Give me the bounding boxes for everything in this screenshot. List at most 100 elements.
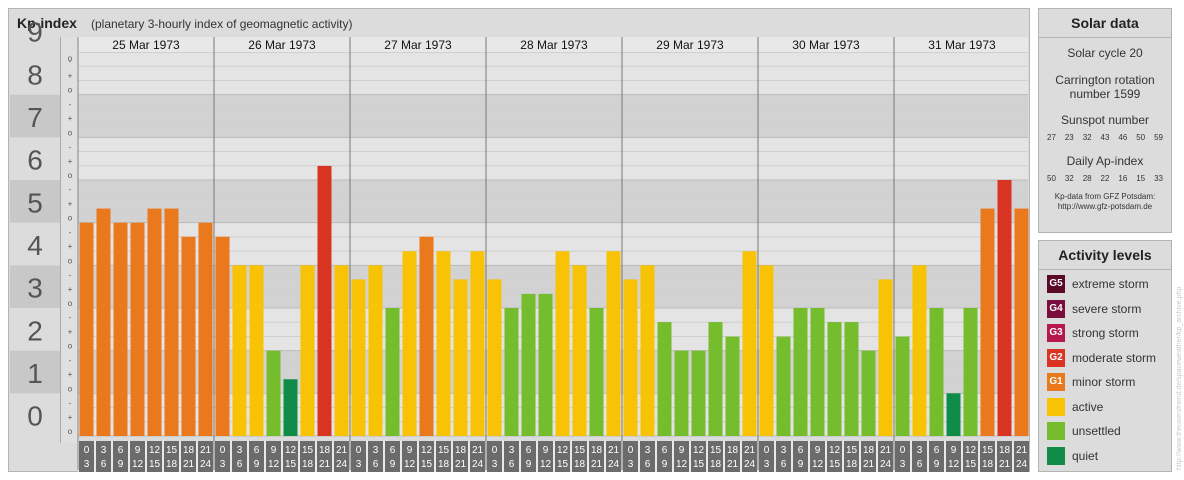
source-note-line2: http://www.gfz-potsdam.de [1057, 202, 1153, 211]
interval-label-bottom: 24 [744, 459, 756, 470]
y-band-label-bg [10, 265, 60, 308]
minor-tick-column [61, 37, 77, 443]
legend-swatch: G4 [1047, 299, 1065, 318]
day-label: 30 Mar 1973 [792, 38, 860, 52]
interval-label-top: 21 [744, 445, 756, 456]
kp-bar [674, 350, 689, 436]
activity-levels-panel: Activity levels G5 extreme storm G4 severe … [1038, 240, 1172, 472]
solar-data-header: Solar data [1039, 9, 1171, 38]
ap-value-3: 22 [1100, 174, 1110, 183]
interval-label-top: 18 [455, 445, 467, 456]
interval-label-bottom: 18 [846, 459, 858, 470]
kp-bar [844, 322, 859, 436]
interval-label-bottom: 12 [540, 459, 552, 470]
y-band-label-bg [10, 308, 60, 351]
carrington-rotation-line1: Carrington rotation [1055, 73, 1155, 87]
interval-label-top: 15 [710, 445, 722, 456]
kp-bar [895, 336, 910, 436]
kp-bar [963, 308, 978, 436]
carrington-rotation-line2: number 1599 [1069, 87, 1141, 101]
kp-bar [606, 251, 621, 436]
kp-bar [351, 279, 366, 436]
legend-item-unsettled: unsettled [1039, 419, 1171, 444]
interval-label-bottom: 9 [798, 459, 804, 470]
interval-label-top: 6 [934, 445, 940, 456]
interval-label-top: 15 [846, 445, 858, 456]
interval-label-box [215, 441, 230, 472]
interval-label-box [844, 441, 859, 472]
minor-tick-mark: - [69, 57, 72, 66]
kp-bar [878, 279, 893, 436]
ap-values: 50 32 28 22 16 15 33 [1039, 174, 1171, 183]
interval-label-box [963, 441, 978, 472]
interval-label-bottom: 15 [285, 459, 297, 470]
interval-label-top: 3 [373, 445, 379, 456]
legend-label: active [1072, 399, 1104, 414]
minor-tick-mark: o [68, 171, 73, 180]
interval-label-box [79, 441, 94, 472]
minor-tick-mark: + [68, 285, 73, 294]
kp-bar [742, 251, 757, 436]
y-tick-label: 5 [27, 187, 43, 218]
kp-bar [300, 265, 315, 436]
interval-label-box [725, 441, 740, 472]
minor-tick-mark: + [68, 114, 73, 123]
interval-label-top: 15 [982, 445, 994, 456]
interval-label-box [504, 441, 519, 472]
interval-label-box [640, 441, 655, 472]
kp-bar [810, 308, 825, 436]
kp-bar [708, 322, 723, 436]
kp-bar [283, 379, 298, 436]
minor-tick-mark: + [68, 327, 73, 336]
interval-label-box [232, 441, 247, 472]
chart-title: Kp-index [17, 15, 77, 31]
y-tick-label: 7 [27, 102, 43, 133]
day-label: 31 Mar 1973 [928, 38, 996, 52]
interval-label-box [606, 441, 621, 472]
ap-label: Daily Ap-index [1066, 154, 1144, 168]
interval-label-top: 3 [781, 445, 787, 456]
minor-tick-mark: o [68, 384, 73, 393]
interval-label-bottom: 12 [268, 459, 280, 470]
day-header-band [78, 37, 1028, 52]
kp-bar [929, 308, 944, 436]
interval-label-top: 18 [591, 445, 603, 456]
plot-band-bg [78, 52, 1028, 95]
interval-label-bottom: 24 [1016, 459, 1028, 470]
kp-bar [249, 265, 264, 436]
interval-label-bottom: 21 [863, 459, 875, 470]
plot-band-bg [78, 222, 1028, 266]
kp-bar [521, 293, 536, 436]
interval-label-top: 0 [220, 445, 226, 456]
day-label: 27 Mar 1973 [384, 38, 452, 52]
interval-label-bottom: 15 [965, 459, 977, 470]
minor-tick-mark: o [68, 299, 73, 308]
interval-label-top: 9 [271, 445, 277, 456]
interval-label-box [878, 441, 893, 472]
interval-label-bottom: 15 [149, 459, 161, 470]
y-tick-label: 0 [27, 401, 43, 432]
interval-label-box [691, 441, 706, 472]
interval-label-top: 12 [557, 445, 569, 456]
interval-label-box [623, 441, 638, 472]
interval-label-box [572, 441, 587, 472]
interval-label-bottom: 18 [574, 459, 586, 470]
ap-value-0: 50 [1047, 174, 1056, 183]
interval-label-top: 3 [101, 445, 107, 456]
minor-tick-mark: + [68, 242, 73, 251]
interval-label-top: 18 [319, 445, 331, 456]
minor-tick-mark: o [68, 256, 73, 265]
interval-label-bottom: 6 [645, 459, 651, 470]
ap-value-4: 16 [1118, 174, 1128, 183]
interval-label-box [96, 441, 111, 472]
interval-label-bottom: 6 [101, 459, 107, 470]
kp-bar [113, 222, 128, 436]
interval-label-top: 0 [492, 445, 498, 456]
interval-label-box [147, 441, 162, 472]
chart-title-bar: Kp-index (planetary 3-hourly index of ge… [9, 9, 1029, 37]
kp-bar [827, 322, 842, 436]
minor-tick-mark: - [69, 143, 72, 152]
y-band-label-bg [10, 52, 60, 95]
y-band-label-bg [10, 222, 60, 266]
